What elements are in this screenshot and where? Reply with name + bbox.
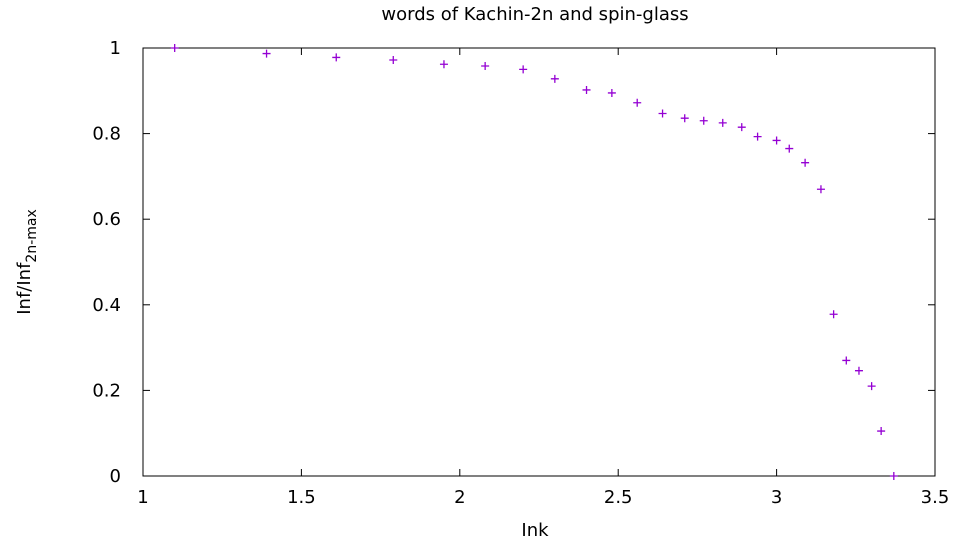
x-tick-label: 2.5 (604, 487, 633, 508)
plot-frame (142, 47, 936, 477)
x-tick-label: 2 (454, 487, 465, 508)
data-point (680, 114, 689, 123)
y-tick-label: 0.8 (92, 124, 121, 145)
data-point (854, 366, 863, 375)
data-point (699, 116, 708, 125)
y-tick-label: 0.2 (92, 380, 121, 401)
data-point (262, 49, 271, 58)
data-point (737, 123, 746, 132)
y-tick-labels: 0 0.2 0.4 0.6 0.8 1 (92, 38, 121, 487)
x-tick-label: 1 (137, 487, 148, 508)
chart-title: words of Kachin-2n and spin-glass (381, 4, 688, 25)
data-point (718, 118, 727, 127)
data-point (633, 98, 642, 107)
data-point (439, 60, 448, 69)
data-point (867, 382, 876, 391)
y-tick-label: 1 (110, 38, 121, 59)
data-point (889, 472, 898, 480)
data-point (332, 53, 341, 62)
data-point (550, 74, 559, 83)
data-point (389, 55, 398, 64)
data-point (170, 44, 179, 52)
data-point (842, 356, 851, 365)
data-point (772, 136, 781, 145)
y-axis-label-main: Inf/Inf (14, 262, 35, 315)
x-tick-label: 3 (771, 487, 782, 508)
data-point (519, 65, 528, 74)
x-axis-label: Ink (521, 520, 549, 541)
data-point (829, 310, 838, 319)
y-axis-label-sub: 2n-max (24, 209, 40, 262)
data-point (481, 61, 490, 70)
y-axis-label: Inf/Inf2n-max (14, 209, 40, 315)
x-tick-label: 3.5 (921, 487, 950, 508)
data-point (801, 158, 810, 167)
y-tick-label: 0.6 (92, 209, 121, 230)
x-tick-labels: 1 1.5 2 2.5 3 3.5 (137, 487, 949, 508)
axis-ticks (142, 47, 936, 477)
data-point (658, 109, 667, 118)
y-tick-label: 0 (110, 466, 121, 487)
data-point (607, 88, 616, 97)
data-point (816, 185, 825, 194)
x-tick-label: 1.5 (287, 487, 316, 508)
data-point (785, 144, 794, 153)
data-point (753, 132, 762, 141)
y-tick-label: 0.4 (92, 295, 121, 316)
data-point (582, 85, 591, 94)
data-points (170, 44, 898, 480)
data-point (877, 427, 886, 436)
